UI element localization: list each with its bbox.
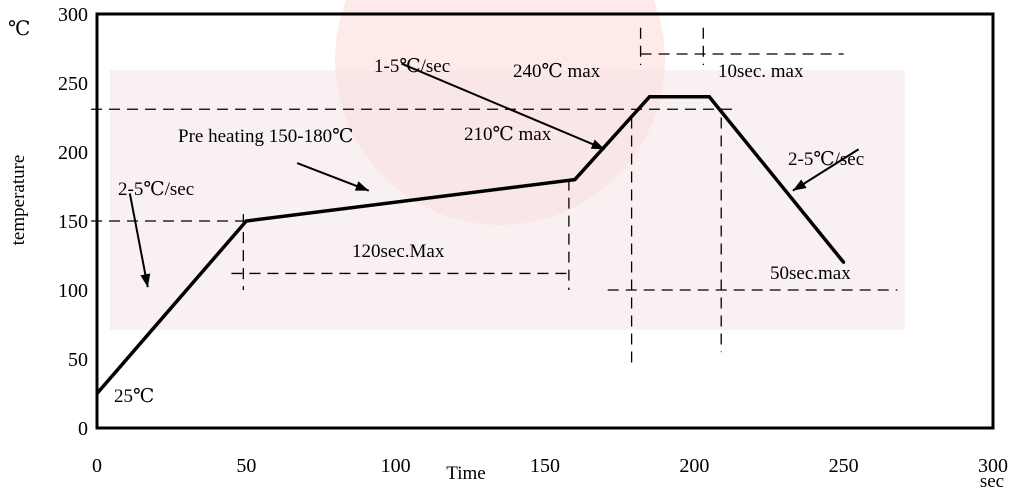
annotation-start-temp: 25℃ — [114, 386, 154, 407]
x-tick-label: 50 — [236, 455, 256, 477]
y-tick-label: 50 — [68, 349, 88, 371]
x-tick-label: 300 — [978, 455, 1008, 477]
annotation-ramp-up: 2-5℃/sec — [118, 179, 194, 200]
x-tick-label: 200 — [679, 455, 709, 477]
annotation-preheat: Pre heating 150-180℃ — [178, 126, 353, 147]
watermark-panel — [110, 70, 905, 330]
profile-point-0 — [95, 392, 99, 395]
ramp-reflow-arrow-head — [590, 139, 605, 150]
x-unit-label: sec — [980, 471, 1004, 491]
x-tick-label: 100 — [381, 455, 411, 477]
y-tick-label: 150 — [58, 211, 88, 233]
x-tick-label: 250 — [829, 455, 859, 477]
y-tick-label: 200 — [58, 142, 88, 164]
annotation-preheat-time: 120sec.Max — [352, 241, 445, 262]
y-tick-label: 250 — [58, 73, 88, 95]
annotation-above-liquidus-time: 50sec.max — [770, 263, 851, 284]
profile-point-3 — [648, 95, 652, 99]
y-tick-label: 100 — [58, 280, 88, 302]
annotation-peak: 240℃ max — [513, 61, 601, 82]
profile-point-2 — [573, 178, 577, 182]
y-unit-label: ℃ — [8, 18, 30, 40]
reflow-profile-line — [95, 95, 846, 395]
ramp-reflow-arrow-shaft — [401, 62, 606, 151]
ramp-up-arrow-head — [140, 273, 151, 288]
preheat-arrow-head — [354, 181, 369, 191]
annotation-ramp-reflow: 1-5℃/sec — [374, 56, 450, 77]
annotation-arrows — [128, 62, 860, 288]
ramp-down-arrow-head — [792, 179, 807, 191]
ramp-up-arrow-shaft — [128, 193, 149, 288]
y-tick-label: 0 — [78, 418, 88, 440]
guide-lines — [91, 27, 898, 366]
profile-points — [95, 95, 846, 395]
x-axis-title: Time — [446, 463, 485, 484]
x-tick-label: 0 — [92, 455, 102, 477]
annotation-liquidus: 210℃ max — [464, 124, 552, 145]
x-tick-label: 150 — [530, 455, 560, 477]
annotation-peak-time: 10sec. max — [718, 61, 804, 82]
y-axis-title: temperature — [8, 155, 29, 246]
tick-labels: 0 50 100 150 200 250 300 0 50 100 150 200 250 300 — [58, 4, 1008, 477]
profile-point-4 — [707, 95, 711, 99]
profile-point-1 — [244, 219, 248, 223]
annotation-ramp-down: 2-5℃/sec — [788, 149, 864, 170]
y-tick-label: 300 — [58, 4, 88, 26]
profile-point-5 — [842, 260, 846, 264]
watermark — [110, 0, 905, 330]
